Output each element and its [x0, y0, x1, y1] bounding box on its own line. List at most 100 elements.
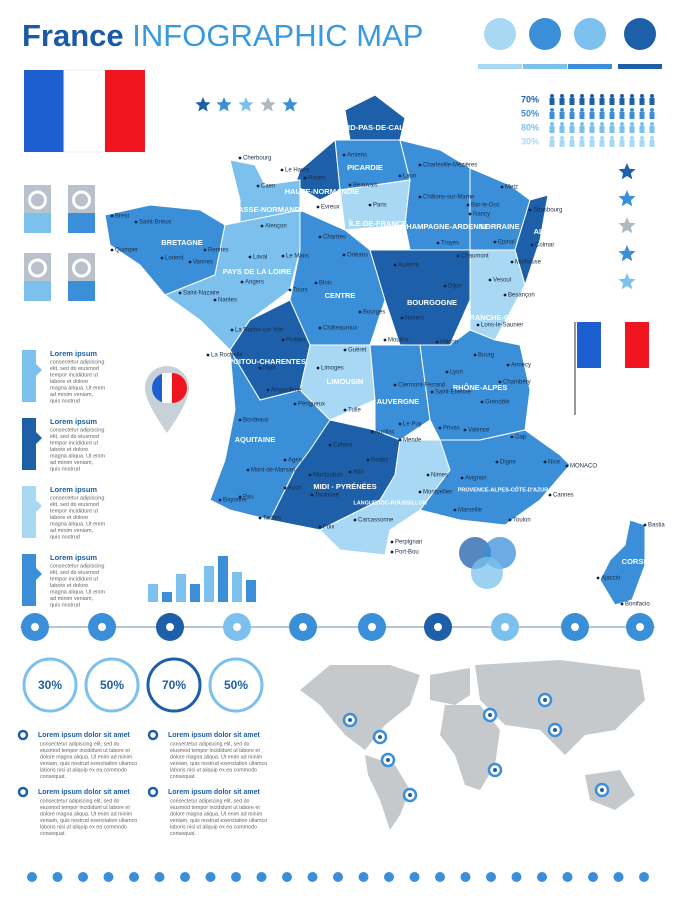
- city-dot: [258, 516, 262, 520]
- city-label: Angoulême: [271, 388, 302, 394]
- person-body: [639, 140, 645, 147]
- person-body: [599, 112, 605, 119]
- city-label: Nancy: [473, 212, 490, 218]
- bottom-icon: [435, 872, 445, 882]
- city-dot: [565, 464, 569, 468]
- continent: [475, 660, 645, 755]
- bottom-icon: [231, 872, 241, 882]
- side-text: consectetur adipiscing: [50, 495, 104, 501]
- city-label: Périgueux: [298, 402, 325, 408]
- side-text: labore et dolore: [50, 447, 88, 453]
- region-label: CHAMPAGNE-ARDENNE: [401, 222, 489, 231]
- icon-glyph: [31, 623, 39, 631]
- city-label: Laval: [253, 255, 267, 261]
- city-label: Marseille: [458, 508, 483, 514]
- star: [238, 97, 254, 112]
- city-label: Digne: [500, 460, 516, 466]
- city-dot: [418, 195, 422, 199]
- person-body: [569, 112, 575, 119]
- globe: [529, 18, 561, 50]
- region-label: LANGUEDOC-ROUSSILLON: [353, 500, 426, 506]
- bottom-icon: [511, 872, 522, 882]
- bottom-text: consequat.: [40, 774, 66, 780]
- globe-bar: [568, 64, 612, 69]
- side-text: quis nostrud: [50, 602, 80, 608]
- person-body: [649, 126, 655, 133]
- bottom-icon: [562, 872, 573, 882]
- region-label: NORD-PAS-DE-CALAIS: [334, 123, 417, 132]
- region-label: AUVERGNE: [377, 397, 420, 406]
- side-text: labore et dolore: [50, 379, 88, 385]
- bottom-text: consectetur adipiscing elit, sed do: [40, 741, 120, 747]
- bottom-icon: [588, 872, 598, 882]
- city-label: Tours: [293, 288, 308, 294]
- city-dot: [281, 254, 285, 258]
- gauge-ring: [72, 190, 91, 210]
- person-body: [599, 140, 605, 147]
- person-head: [600, 136, 604, 140]
- person-body: [639, 112, 645, 119]
- city-dot: [238, 418, 242, 422]
- city-label: Privas: [443, 426, 460, 432]
- city-label: Alençon: [265, 224, 287, 230]
- map-pin-dot: [488, 713, 492, 717]
- bottom-title: Lorem ipsum dolor sit amet: [38, 732, 130, 739]
- bottom-icon: [307, 872, 318, 882]
- city-dot: [258, 366, 262, 370]
- bottom-text: laboris nisi ut aliquip ex ea commodo: [40, 824, 127, 830]
- city-dot: [206, 353, 210, 357]
- city-dot: [436, 241, 440, 245]
- person-head: [600, 94, 604, 98]
- person-body: [589, 140, 595, 147]
- city-dot: [230, 328, 234, 332]
- city-dot: [596, 576, 600, 580]
- person-body: [649, 112, 655, 119]
- bottom-icon: [154, 872, 165, 882]
- person-head: [620, 136, 624, 140]
- region-label: PICARDIE: [347, 163, 383, 172]
- person-head: [610, 108, 614, 112]
- city-label: Bonifacio: [625, 602, 650, 608]
- map-pin-dot: [348, 718, 352, 722]
- region-label: LORRAINE: [480, 222, 519, 231]
- side-title: Lorem ipsum: [50, 417, 97, 426]
- title-subtitle: INFOGRAPHIC MAP: [132, 18, 423, 53]
- bottom-text: consequat.: [170, 831, 196, 837]
- bottom-icon: [358, 872, 369, 882]
- city-dot: [316, 205, 320, 209]
- person-body: [559, 112, 565, 119]
- person-body: [579, 126, 585, 133]
- globe-bar: [478, 64, 522, 69]
- person-head: [550, 94, 554, 98]
- city-label: Mulhouse: [515, 260, 542, 266]
- city-label: Moulins: [388, 338, 409, 344]
- person-body: [609, 140, 615, 147]
- person-head: [560, 122, 564, 126]
- city-dot: [318, 235, 322, 239]
- person-body: [549, 112, 555, 119]
- city-dot: [213, 298, 217, 302]
- pin-white: [162, 373, 172, 403]
- city-label: Aurillac: [375, 430, 395, 436]
- city-label: Ajaccio: [601, 576, 621, 582]
- bottom-icon: [409, 872, 420, 882]
- person-head: [560, 108, 564, 112]
- side-arrow: [36, 500, 42, 512]
- gauge-fill: [24, 213, 51, 233]
- city-label: Auxerre: [398, 263, 420, 269]
- city-dot: [256, 184, 260, 188]
- city-dot: [134, 220, 138, 224]
- person-body: [639, 98, 645, 105]
- person-body: [629, 112, 635, 119]
- bottom-text: dolore magna aliqua. Ut enim ad minim: [40, 811, 133, 817]
- city-label: Montauban: [313, 473, 343, 479]
- city-label: Montpellier: [423, 490, 452, 496]
- globe: [574, 18, 606, 50]
- side-text: ad minim veniam,: [50, 460, 94, 466]
- person-head: [580, 94, 584, 98]
- person-body: [589, 98, 595, 105]
- person-body: [649, 98, 655, 105]
- region-label: AQUITAINE: [235, 435, 276, 444]
- city-label: Limoges: [321, 366, 344, 372]
- person-body: [619, 126, 625, 133]
